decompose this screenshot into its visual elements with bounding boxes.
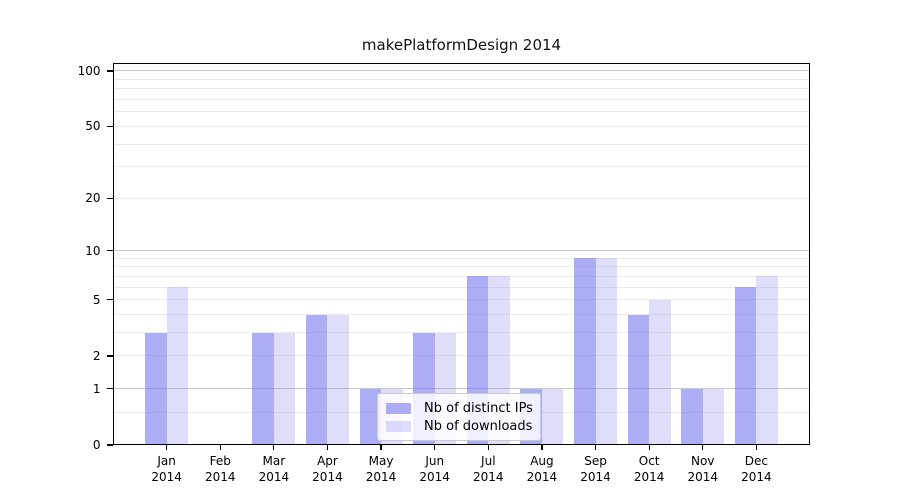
plot-area: Nb of distinct IPs Nb of downloads (113, 63, 810, 445)
legend-label-downloads: Nb of downloads (424, 418, 533, 434)
ytick-label-0: 0 (92, 438, 101, 452)
ytick-mark-5 (106, 299, 113, 301)
xtick-label-aug: Aug 2014 (526, 454, 558, 484)
bar-jan-distinct-ips (145, 332, 167, 445)
gridline-y-70 (113, 99, 810, 101)
gridline-y-50 (113, 125, 810, 127)
bar-nov-distinct-ips (681, 388, 703, 445)
xtick-label-feb: Feb 2014 (204, 454, 236, 484)
gridline-y-30 (113, 166, 810, 168)
bar-sep-distinct-ips (574, 258, 596, 445)
xtick-mark-nov (702, 445, 704, 450)
gridline-y-80 (113, 88, 810, 90)
xtick-mark-dec (755, 445, 758, 450)
gridline-y-10 (113, 250, 810, 252)
xtick-label-jul: Jul 2014 (473, 454, 504, 484)
legend-item-distinct-ips: Nb of distinct IPs (386, 399, 533, 417)
xtick-mark-oct (648, 445, 650, 450)
gridline-y-5 (113, 299, 810, 301)
bar-sep-downloads (595, 258, 618, 445)
bar-mar-downloads (273, 332, 296, 445)
bar-may-distinct-ips (359, 388, 382, 445)
gridline-y-8 (113, 266, 810, 268)
xtick-label-jan: Jan 2014 (151, 454, 182, 484)
legend-item-downloads: Nb of downloads (386, 417, 533, 435)
xtick-label-jun: Jun 2014 (419, 454, 450, 484)
gridline-y-3 (113, 332, 810, 334)
legend-label-distinct-ips: Nb of distinct IPs (424, 400, 533, 416)
ytick-label-20: 20 (85, 191, 101, 206)
gridline-y-9 (113, 257, 810, 259)
ytick-label-2: 2 (92, 348, 101, 363)
xtick-mark-mar (273, 445, 275, 450)
xtick-label-oct: Oct 2014 (633, 454, 665, 484)
ytick-mark-10 (106, 250, 113, 252)
legend: Nb of distinct IPs Nb of downloads (377, 393, 541, 441)
xtick-label-sep: Sep 2014 (580, 454, 611, 484)
xtick-mark-aug (541, 445, 543, 450)
bar-nov-downloads (702, 388, 725, 445)
gridline-y-6 (113, 286, 810, 288)
gridline-y-4 (113, 314, 810, 316)
bar-jan-downloads (166, 287, 189, 445)
xtick-mark-jun (434, 445, 436, 450)
bar-mar-distinct-ips (252, 332, 274, 445)
legend-swatch-distinct-ips (386, 402, 411, 414)
gridline-y-90 (113, 78, 810, 80)
bar-dec-distinct-ips (734, 287, 757, 445)
xtick-label-mar: Mar 2014 (258, 454, 290, 484)
gridline-y-20 (113, 197, 810, 199)
ytick-label-1: 1 (92, 381, 101, 396)
bar-oct-downloads (649, 299, 671, 445)
xtick-label-apr: Apr 2014 (312, 454, 343, 484)
bar-apr-downloads (327, 314, 349, 445)
gridline-y-100 (113, 70, 810, 72)
ytick-mark-20 (106, 197, 113, 199)
ytick-mark-0 (106, 444, 113, 446)
ytick-mark-50 (106, 125, 113, 127)
gridline-y-60 (113, 111, 810, 113)
bar-apr-distinct-ips (305, 314, 328, 445)
xtick-label-may: May 2014 (365, 454, 397, 484)
bar-dec-downloads (756, 276, 778, 445)
bar-aug-downloads (541, 388, 564, 445)
xtick-mark-may (380, 445, 382, 450)
ytick-mark-100 (106, 70, 113, 72)
ytick-mark-2 (106, 355, 113, 357)
gridline-y-1 (113, 388, 810, 390)
ytick-label-5: 5 (92, 292, 101, 307)
xtick-mark-jan (165, 445, 168, 450)
gridline-y-7 (113, 275, 810, 277)
chart-title: makePlatformDesign 2014 (361, 36, 562, 54)
ytick-label-100: 100 (77, 63, 101, 78)
ytick-mark-1 (106, 388, 113, 390)
xtick-mark-apr (326, 445, 329, 450)
xtick-mark-feb (219, 445, 221, 450)
legend-swatch-downloads (386, 420, 411, 432)
ytick-label-10: 10 (85, 243, 101, 258)
xtick-mark-sep (594, 445, 597, 450)
xtick-mark-jul (487, 445, 489, 450)
bar-oct-distinct-ips (627, 314, 650, 445)
gridline-y-40 (113, 143, 810, 145)
gridline-y-2 (113, 355, 810, 357)
xtick-label-nov: Nov 2014 (687, 454, 719, 484)
xtick-label-dec: Dec 2014 (741, 454, 772, 484)
ytick-label-50: 50 (85, 119, 101, 134)
